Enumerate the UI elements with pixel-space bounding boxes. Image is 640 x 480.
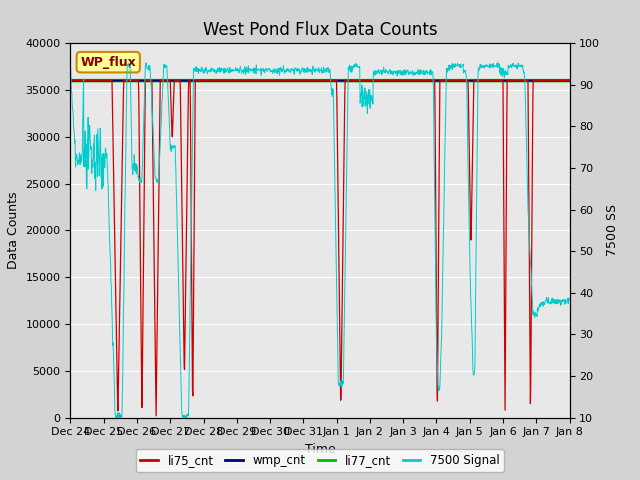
- Y-axis label: 7500 SS: 7500 SS: [606, 204, 619, 256]
- X-axis label: Time: Time: [305, 443, 335, 456]
- Title: West Pond Flux Data Counts: West Pond Flux Data Counts: [203, 21, 437, 39]
- Y-axis label: Data Counts: Data Counts: [7, 192, 20, 269]
- Legend: li75_cnt, wmp_cnt, li77_cnt, 7500 Signal: li75_cnt, wmp_cnt, li77_cnt, 7500 Signal: [136, 449, 504, 472]
- Text: WP_flux: WP_flux: [81, 56, 136, 69]
